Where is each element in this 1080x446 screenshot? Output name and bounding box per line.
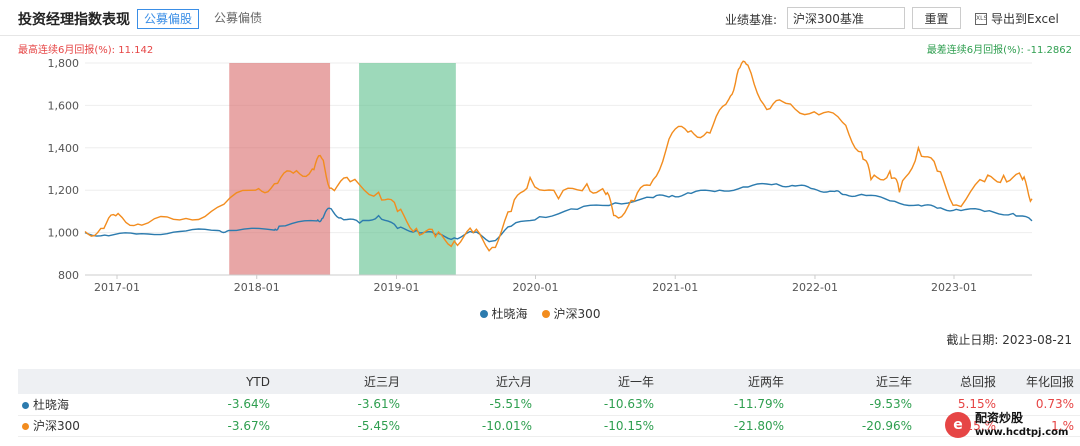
cell-annual: 1.% — [1002, 415, 1080, 437]
x-tick-label: 2021-01 — [652, 281, 698, 294]
header-6m: 近六月 — [406, 369, 538, 394]
benchmark-input[interactable] — [787, 7, 905, 29]
export-excel-button[interactable]: XLS 导出到Excel — [975, 10, 1059, 27]
x-tick-label: 2017-01 — [94, 281, 140, 294]
performance-table: YTD 近三月 近六月 近一年 近两年 近三年 总回报 年化回报 杜晓海 -3.… — [18, 369, 1080, 437]
cutoff-date: 截止日期: 2023-08-21 — [946, 333, 1072, 347]
header-ytd: YTD — [168, 369, 276, 394]
page-title: 投资经理指数表现 — [18, 12, 130, 28]
y-tick-label: 1,200 — [48, 184, 80, 197]
row-dot-manager — [22, 401, 29, 409]
cell-2y: -11.79% — [660, 394, 790, 416]
tab-equity-funds[interactable]: 公募偏股 — [137, 9, 200, 29]
cell-2y: -21.80% — [660, 415, 790, 437]
x-tick-label: 2018-01 — [234, 281, 280, 294]
row-name: 沪深300 — [18, 415, 168, 437]
table-row[interactable]: 沪深300 -3.67% -5.45% -10.01% -10.15% -21.… — [18, 415, 1080, 437]
y-tick-label: 1,000 — [48, 227, 80, 240]
legend-label-index: 沪深300 — [553, 307, 601, 321]
reset-button[interactable]: 重置 — [912, 7, 961, 29]
header-annual: 年化回报 — [1002, 369, 1080, 394]
legend-item-manager[interactable]: 杜晓海 — [479, 305, 528, 322]
series-line-index — [84, 60, 1033, 252]
benchmark-label: 业绩基准: — [725, 13, 778, 27]
export-label: 导出到Excel — [991, 12, 1059, 26]
cell-6m: -5.51% — [406, 394, 538, 416]
watermark-logo-icon: e — [945, 412, 971, 438]
excel-icon: XLS — [975, 12, 987, 25]
highlight-band-worst — [359, 63, 456, 275]
row-dot-index — [22, 423, 29, 430]
y-tick-label: 1,400 — [48, 142, 80, 155]
table-header-row: YTD 近三月 近六月 近一年 近两年 近三年 总回报 年化回报 — [18, 369, 1080, 394]
cell-ytd: -3.67% — [168, 415, 276, 437]
x-tick-label: 2019-01 — [373, 281, 419, 294]
x-tick-label: 2022-01 — [792, 281, 838, 294]
x-tick-label: 2023-01 — [931, 281, 977, 294]
performance-chart: 800 1,000 1,200 1,400 1,600 1,800 2017-01 2018-… — [48, 57, 1033, 294]
cell-1y: -10.63% — [538, 394, 660, 416]
cell-6m: -10.01% — [406, 415, 538, 437]
x-tick-label: 2020-01 — [513, 281, 559, 294]
cell-annual: 0.73% — [1002, 394, 1080, 416]
row-name: 杜晓海 — [18, 394, 168, 416]
cell-3y: -20.96% — [790, 415, 918, 437]
y-tick-label: 1,800 — [48, 57, 80, 70]
legend-item-index[interactable]: 沪深300 — [541, 305, 601, 322]
watermark-text: 配资炒股 — [975, 411, 1024, 425]
legend-label-manager: 杜晓海 — [491, 307, 528, 321]
header-total: 总回报 — [918, 369, 1002, 394]
cell-3y: -9.53% — [790, 394, 918, 416]
chart-legend: 杜晓海 沪深300 — [0, 305, 1080, 322]
series-line-manager — [84, 182, 1033, 243]
min-6m-return: 最差连续6月回报(%): -11.2862 — [926, 45, 1072, 56]
legend-dot-index — [541, 309, 550, 318]
legend-dot-manager — [479, 309, 488, 318]
cell-3m: -5.45% — [276, 415, 406, 437]
y-tick-label: 800 — [58, 269, 79, 282]
header-2y: 近两年 — [660, 369, 790, 394]
header-3m: 近三月 — [276, 369, 406, 394]
watermark: e 配资炒股 www.hcdtpj.com — [935, 406, 1080, 446]
header-3y: 近三年 — [790, 369, 918, 394]
table-row[interactable]: 杜晓海 -3.64% -3.61% -5.51% -10.63% -11.79%… — [18, 394, 1080, 416]
highlight-band-best — [229, 63, 331, 275]
header-bar: 投资经理指数表现 公募偏股 公募偏债 业绩基准: 重置 XLS 导出到Excel — [0, 0, 1080, 36]
max-6m-return: 最高连续6月回报(%): 11.142 — [18, 45, 154, 56]
tab-bond-funds[interactable]: 公募偏债 — [214, 11, 263, 25]
cell-1y: -10.15% — [538, 415, 660, 437]
cell-ytd: -3.64% — [168, 394, 276, 416]
row-name-label: 杜晓海 — [33, 397, 70, 412]
header-name — [18, 369, 168, 394]
row-name-label: 沪深300 — [33, 419, 80, 433]
watermark-url: www.hcdtpj.com — [975, 427, 1069, 438]
header-1y: 近一年 — [538, 369, 660, 394]
cell-3m: -3.61% — [276, 394, 406, 416]
y-tick-label: 1,600 — [48, 99, 80, 112]
